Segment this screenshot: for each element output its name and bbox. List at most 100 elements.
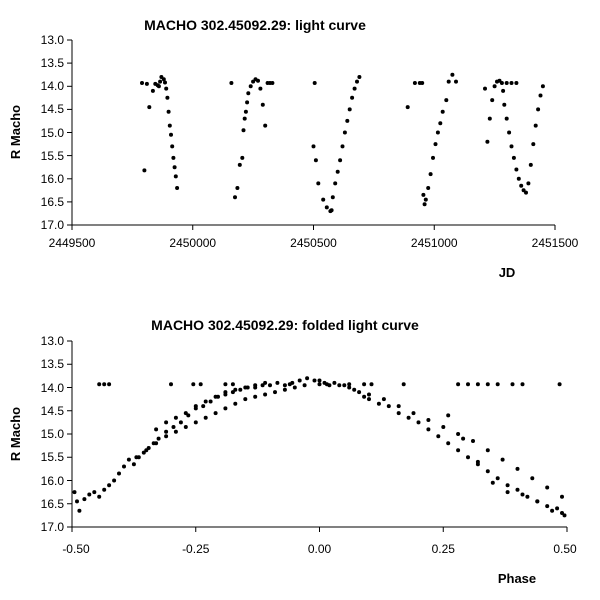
chart-2-x-tick-label: -0.50 xyxy=(62,542,90,556)
chart-1-point xyxy=(446,79,451,84)
chart-1-y-tick-label: 15.5 xyxy=(41,149,65,163)
chart-1-x-ticks: 2449500 2450000 2450500 2451000 2451500 xyxy=(49,225,579,250)
chart-1-point xyxy=(169,132,173,137)
chart-2-y-tick-label: 15.0 xyxy=(41,427,65,441)
chart-1-y-tick-label: 13.0 xyxy=(41,33,65,47)
chart-1-x-tick-label: 2451500 xyxy=(532,236,579,250)
folded-light-curve-chart: MACHO 302.45092.29: folded light curve R… xyxy=(8,317,577,586)
chart-2-point xyxy=(446,441,451,446)
chart-1-point xyxy=(311,144,316,149)
chart-1-x-tick-label: 2450000 xyxy=(169,236,216,250)
chart-2-point xyxy=(510,382,515,387)
chart-2-y-tick-label: 13.5 xyxy=(41,357,65,371)
chart-1-point xyxy=(347,107,352,112)
chart-1-point xyxy=(165,95,170,100)
chart-2-point xyxy=(302,383,307,388)
chart-2-point xyxy=(305,376,310,381)
chart-2-point xyxy=(164,434,169,439)
chart-2-point xyxy=(401,382,406,387)
chart-1-point xyxy=(507,130,512,135)
chart-1-point xyxy=(167,123,172,128)
chart-2-point xyxy=(154,441,159,446)
chart-1-point xyxy=(333,181,338,186)
chart-2-y-tick-label: 16.0 xyxy=(41,474,65,488)
chart-2-point xyxy=(396,404,401,409)
chart-2-point xyxy=(505,483,510,488)
chart-1-point xyxy=(345,118,350,123)
chart-2-point xyxy=(312,378,317,383)
chart-1-point xyxy=(166,109,171,114)
chart-2-point xyxy=(461,436,466,441)
chart-2-y-tick-label: 17.0 xyxy=(41,520,65,534)
chart-2-point xyxy=(426,427,431,432)
chart-2-point xyxy=(193,404,198,409)
chart-1-point xyxy=(428,172,433,177)
chart-2-point xyxy=(112,478,117,483)
chart-2-point xyxy=(475,459,480,464)
chart-2-point xyxy=(471,439,475,443)
chart-2-point xyxy=(411,411,416,416)
chart-1-point xyxy=(324,205,329,210)
chart-2-point xyxy=(367,392,371,397)
chart-1-point xyxy=(164,86,169,91)
chart-1-point xyxy=(352,86,357,91)
chart-2-point xyxy=(223,390,228,395)
chart-2-point xyxy=(164,429,169,434)
chart-2-point xyxy=(275,380,280,385)
chart-2-point xyxy=(456,382,461,387)
chart-1-point xyxy=(240,155,245,160)
chart-2-point xyxy=(134,455,139,460)
chart-2-point xyxy=(562,513,567,518)
chart-2-x-tick-label: 0.50 xyxy=(553,542,577,556)
chart-2-point xyxy=(191,382,196,387)
chart-2-point xyxy=(495,476,500,481)
chart-2-point xyxy=(297,378,302,383)
chart-2-x-tick-label: 0.00 xyxy=(308,542,332,556)
chart-1-point xyxy=(514,81,519,85)
chart-1-point xyxy=(526,181,531,186)
chart-2-point xyxy=(515,466,520,471)
chart-2-point xyxy=(233,401,238,406)
chart-2-point xyxy=(263,392,268,397)
chart-1-point xyxy=(270,81,275,85)
chart-1-point xyxy=(540,84,545,89)
chart-2-point xyxy=(203,399,208,404)
chart-2-point xyxy=(193,420,198,425)
chart-1-point xyxy=(260,102,265,107)
chart-1-point xyxy=(531,142,536,147)
chart-2-point xyxy=(238,387,243,392)
chart-2-point xyxy=(441,425,446,429)
chart-2-point xyxy=(102,382,107,387)
chart-2-point xyxy=(97,382,102,387)
chart-2-point xyxy=(530,476,535,481)
chart-1-point xyxy=(514,167,519,172)
chart-1-point xyxy=(340,144,345,149)
chart-2-point xyxy=(230,382,235,387)
chart-2-point xyxy=(347,382,352,387)
chart-2-point xyxy=(362,394,367,399)
chart-1-point xyxy=(330,195,335,200)
chart-1-point xyxy=(171,155,176,160)
chart-2-point xyxy=(126,457,131,462)
chart-2-point xyxy=(446,413,451,418)
chart-1-point xyxy=(140,81,144,85)
chart-2-x-ticks: -0.50 -0.25 0.00 0.25 0.50 xyxy=(62,527,577,556)
chart-1-y-tick-label: 17.0 xyxy=(41,218,65,232)
chart-1-point xyxy=(524,190,528,195)
chart-2-point xyxy=(560,494,564,499)
chart-2-point xyxy=(253,383,258,388)
chart-2-point xyxy=(386,404,391,409)
chart-1-point xyxy=(321,197,326,202)
chart-1-point xyxy=(440,109,445,114)
chart-2-point xyxy=(557,382,562,387)
chart-2-point xyxy=(122,464,126,469)
chart-1-point xyxy=(533,123,538,128)
chart-2-y-tick-label: 13.0 xyxy=(41,334,65,348)
chart-1-point xyxy=(355,79,359,84)
chart-1-point xyxy=(256,78,260,83)
chart-2-point xyxy=(416,420,421,425)
chart-1-y-tick-label: 14.5 xyxy=(41,102,65,116)
chart-1-y-axis-label: R Macho xyxy=(8,105,23,159)
chart-2-point xyxy=(520,382,525,387)
